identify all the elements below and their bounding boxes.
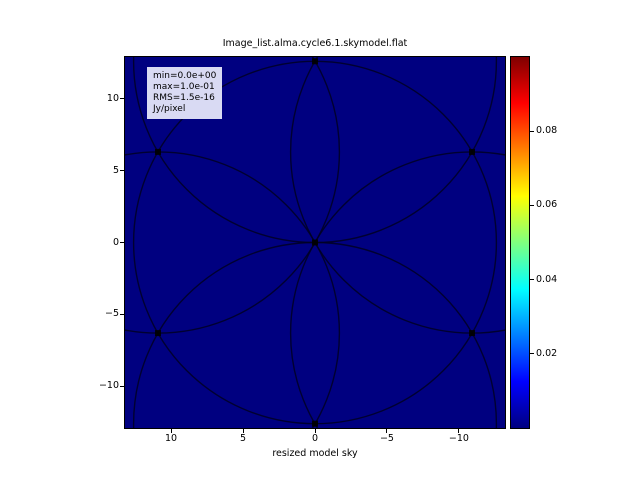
x-tick-label: 10 — [165, 433, 178, 444]
pointing-center-marker — [469, 148, 475, 155]
pointing-center-marker — [469, 330, 475, 337]
stat-rms: RMS=1.5e-16 — [153, 93, 215, 103]
colorbar-tick-mark — [530, 204, 534, 206]
x-tick-label: 5 — [239, 433, 247, 444]
stats-annotation: min=0.0e+00 max=1.0e-01 RMS=1.5e-16 Jy/p… — [147, 67, 223, 119]
colorbar-tick-label: 0.04 — [536, 273, 558, 285]
colorbar-tick-mark — [530, 279, 534, 281]
x-tick-label: −5 — [379, 433, 394, 444]
colorbar-tick-label: 0.08 — [536, 125, 558, 137]
stat-max: max=1.0e-01 — [153, 82, 215, 92]
y-tick-label: 0 — [112, 236, 119, 248]
pointing-center-marker — [155, 330, 161, 337]
y-tick-mark — [120, 313, 124, 315]
pointing-circle — [289, 151, 505, 428]
colorbar-tick-mark — [530, 130, 534, 132]
y-tick-mark — [120, 385, 124, 387]
x-tick-label: −10 — [448, 433, 469, 444]
x-axis-label: resized model sky — [272, 448, 358, 459]
stat-unit: Jy/pixel — [153, 104, 186, 114]
pointing-center-marker — [312, 58, 318, 65]
y-tick-mark — [120, 98, 124, 100]
y-tick-label: 5 — [112, 164, 119, 176]
x-tick-mark — [458, 429, 460, 433]
x-tick-mark — [170, 429, 172, 433]
stat-min: min=0.0e+00 — [153, 71, 217, 81]
pointing-center-marker — [312, 420, 318, 427]
x-tick-mark — [242, 429, 244, 433]
colorbar-tick-label: 0.02 — [536, 347, 558, 359]
colorbar-tick-label: 0.06 — [536, 199, 558, 211]
y-tick-label: 10 — [106, 92, 119, 104]
pointing-circle — [289, 57, 505, 334]
plot-area: min=0.0e+00 max=1.0e-01 RMS=1.5e-16 Jy/p… — [124, 56, 506, 429]
pointing-center-marker — [155, 148, 161, 155]
pointing-center-marker — [312, 239, 318, 246]
chart-title: Image_list.alma.cycle6.1.skymodel.flat — [222, 38, 408, 49]
y-tick-mark — [120, 242, 124, 243]
colorbar — [510, 56, 530, 429]
y-tick-mark — [120, 170, 124, 172]
sky-image — [125, 57, 505, 428]
x-tick-label: 0 — [311, 433, 319, 444]
y-tick-label: −10 — [98, 380, 119, 392]
colorbar-tick-mark — [530, 353, 534, 355]
y-tick-label: −5 — [104, 308, 119, 320]
x-tick-mark — [386, 429, 388, 433]
pointing-circle — [125, 151, 341, 428]
x-tick-mark — [314, 429, 316, 433]
pointing-circle — [132, 241, 498, 428]
